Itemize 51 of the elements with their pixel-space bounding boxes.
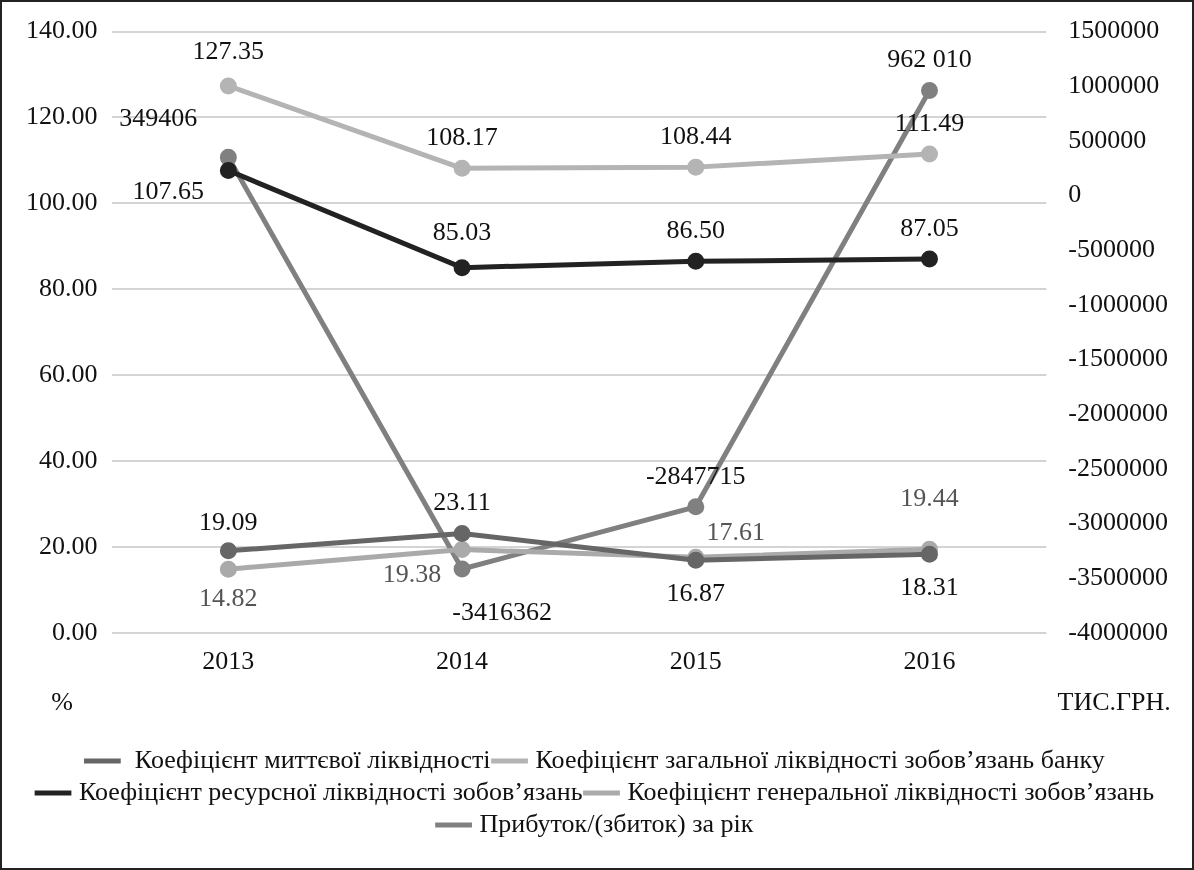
y-tick-label: 60.00 <box>39 358 98 388</box>
x-tick-label: 2015 <box>669 646 722 676</box>
y2-tick-label: 1500000 <box>1068 15 1160 45</box>
data-label: 127.35 <box>192 35 265 65</box>
y-tick-label: 120.00 <box>26 101 98 131</box>
data-label: 87.05 <box>900 212 959 242</box>
legend-label: Прибуток/(збиток) за рік <box>479 808 754 838</box>
data-label: 19.38 <box>382 559 442 589</box>
legend-label: Коефіцієнт загальної ліквідності зобов’язань банку <box>535 744 1105 774</box>
y-axis-title: % <box>51 686 73 716</box>
y-tick-label: 0.00 <box>52 616 98 646</box>
data-label: -2847715 <box>645 460 746 490</box>
y2-tick-label: -2000000 <box>1068 398 1169 428</box>
data-label: 23.11 <box>433 487 491 517</box>
y2-tick-label: 0 <box>1068 179 1082 209</box>
data-label: 16.87 <box>666 578 726 608</box>
y2-tick-label: -3500000 <box>1068 561 1169 591</box>
y2-tick-label: -1000000 <box>1068 288 1169 318</box>
x-tick-label: 2016 <box>903 646 956 676</box>
legend-label: Коефіцієнт генеральної ліквідності зобов’язань <box>627 776 1155 806</box>
legend-label: Коефіцієнт миттєвої ліквідності <box>128 744 491 774</box>
y2-tick-label: -3000000 <box>1068 507 1169 537</box>
y2-axis-title: ТИС.ГРН. <box>1057 686 1171 716</box>
data-label: 108.17 <box>426 122 498 152</box>
legend-label: Коефіцієнт ресурсної ліквідності зобов’язань <box>79 776 583 806</box>
y2-tick-label: 500000 <box>1068 124 1147 154</box>
y-tick-label: 100.00 <box>26 187 98 217</box>
data-label: 107.65 <box>132 176 205 206</box>
data-label: 19.44 <box>900 483 959 513</box>
y2-tick-label: -1500000 <box>1068 343 1169 373</box>
data-label: 962 010 <box>887 44 972 74</box>
y-tick-label: 80.00 <box>39 273 98 303</box>
data-label: 349406 <box>119 103 198 133</box>
data-label: 19.09 <box>199 506 258 536</box>
data-label: 85.03 <box>432 217 492 247</box>
y-tick-label: 40.00 <box>39 444 98 474</box>
y-tick-label: 140.00 <box>26 15 98 45</box>
x-tick-label: 2014 <box>436 646 489 676</box>
y-tick-label: 20.00 <box>39 530 98 560</box>
y2-tick-label: -4000000 <box>1068 616 1169 646</box>
data-label: 111.49 <box>894 107 965 137</box>
data-label: -3416362 <box>452 596 552 626</box>
data-label: 17.61 <box>706 517 766 547</box>
y2-tick-label: -2500000 <box>1068 452 1169 482</box>
data-label: 108.44 <box>660 120 732 150</box>
y2-tick-label: 1000000 <box>1068 70 1160 100</box>
data-label: 86.50 <box>666 215 726 245</box>
y2-tick-label: -500000 <box>1068 234 1156 264</box>
data-label: 18.31 <box>900 572 959 601</box>
data-label: 14.82 <box>199 582 258 612</box>
x-tick-label: 2013 <box>202 646 255 676</box>
